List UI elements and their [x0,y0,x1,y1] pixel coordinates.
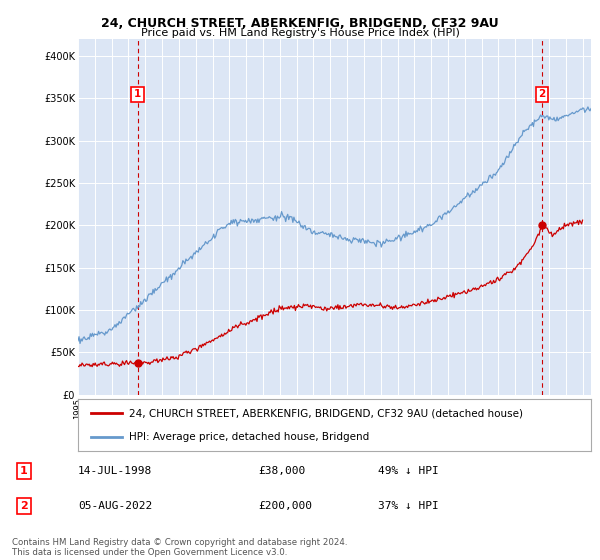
Text: 2: 2 [20,501,28,511]
Text: 49% ↓ HPI: 49% ↓ HPI [378,466,439,476]
Text: Contains HM Land Registry data © Crown copyright and database right 2024.
This d: Contains HM Land Registry data © Crown c… [12,538,347,557]
Text: £200,000: £200,000 [258,501,312,511]
Text: 24, CHURCH STREET, ABERKENFIG, BRIDGEND, CF32 9AU (detached house): 24, CHURCH STREET, ABERKENFIG, BRIDGEND,… [130,408,523,418]
Text: £38,000: £38,000 [258,466,305,476]
Text: 14-JUL-1998: 14-JUL-1998 [78,466,152,476]
Text: 1: 1 [20,466,28,476]
Text: 2: 2 [539,89,546,99]
Text: Price paid vs. HM Land Registry's House Price Index (HPI): Price paid vs. HM Land Registry's House … [140,28,460,38]
Text: 05-AUG-2022: 05-AUG-2022 [78,501,152,511]
Text: HPI: Average price, detached house, Bridgend: HPI: Average price, detached house, Brid… [130,432,370,442]
Text: 37% ↓ HPI: 37% ↓ HPI [378,501,439,511]
Text: 24, CHURCH STREET, ABERKENFIG, BRIDGEND, CF32 9AU: 24, CHURCH STREET, ABERKENFIG, BRIDGEND,… [101,17,499,30]
Text: 1: 1 [134,89,141,99]
